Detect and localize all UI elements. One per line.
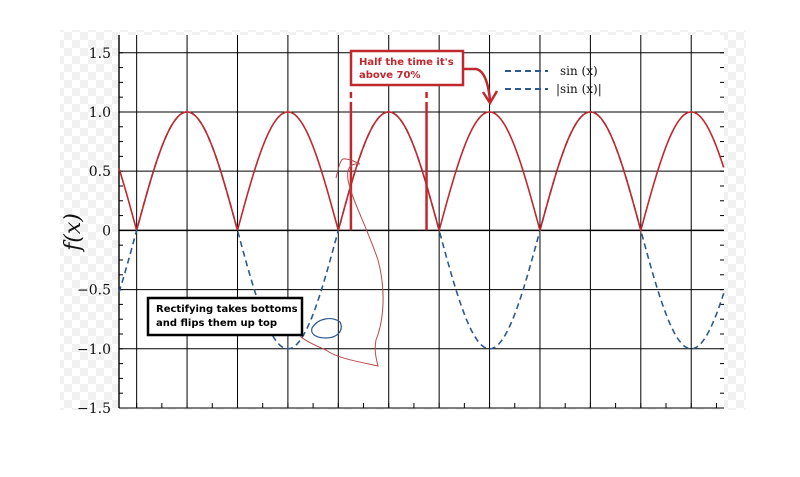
- legend: sin (x) |sin (x)|: [505, 64, 602, 96]
- scribble-red: [299, 158, 384, 367]
- y-tick-label: −1.0: [77, 342, 111, 358]
- legend-label-abs-sin: |sin (x)|: [556, 82, 602, 96]
- annotation-half-time: Half the time it's above 70%: [349, 49, 499, 106]
- annotation-half-time-line1: Half the time it's: [359, 57, 454, 68]
- plot-background: [119, 35, 724, 408]
- grid: [119, 35, 724, 409]
- y-tick-label: 0: [102, 223, 111, 239]
- annotation-half-time-box: [349, 49, 465, 87]
- y-tick-label: 0.5: [89, 164, 111, 180]
- y-tick-label: 1.0: [89, 105, 111, 121]
- y-tick-label: −1.5: [77, 401, 111, 417]
- y-tick-labels: −1.5 −1.0 −0.5 0 0.5 1.0 1.5: [77, 46, 111, 417]
- y-tick-label: 1.5: [89, 46, 111, 62]
- series-lines: [118, 111, 725, 350]
- series-line-abs-sin: [118, 111, 725, 233]
- scribble-blue: [311, 318, 342, 339]
- annotation-rectifying-line1: Rectifying takes bottoms: [156, 304, 298, 315]
- y-axis-label: f(x): [61, 213, 86, 253]
- y-tick-label: −0.5: [77, 283, 111, 299]
- annotation-arrow-shaft: [463, 67, 492, 101]
- annotation-arrow-head: [481, 90, 499, 106]
- annotation-rectifying-box: [146, 296, 304, 337]
- annotation-half-time-line2: above 70%: [359, 70, 421, 81]
- annotation-rectifying: Rectifying takes bottoms and flips them …: [146, 296, 304, 337]
- annotation-rectifying-line2: and flips them up top: [156, 318, 277, 329]
- legend-label-sin: sin (x): [560, 64, 598, 78]
